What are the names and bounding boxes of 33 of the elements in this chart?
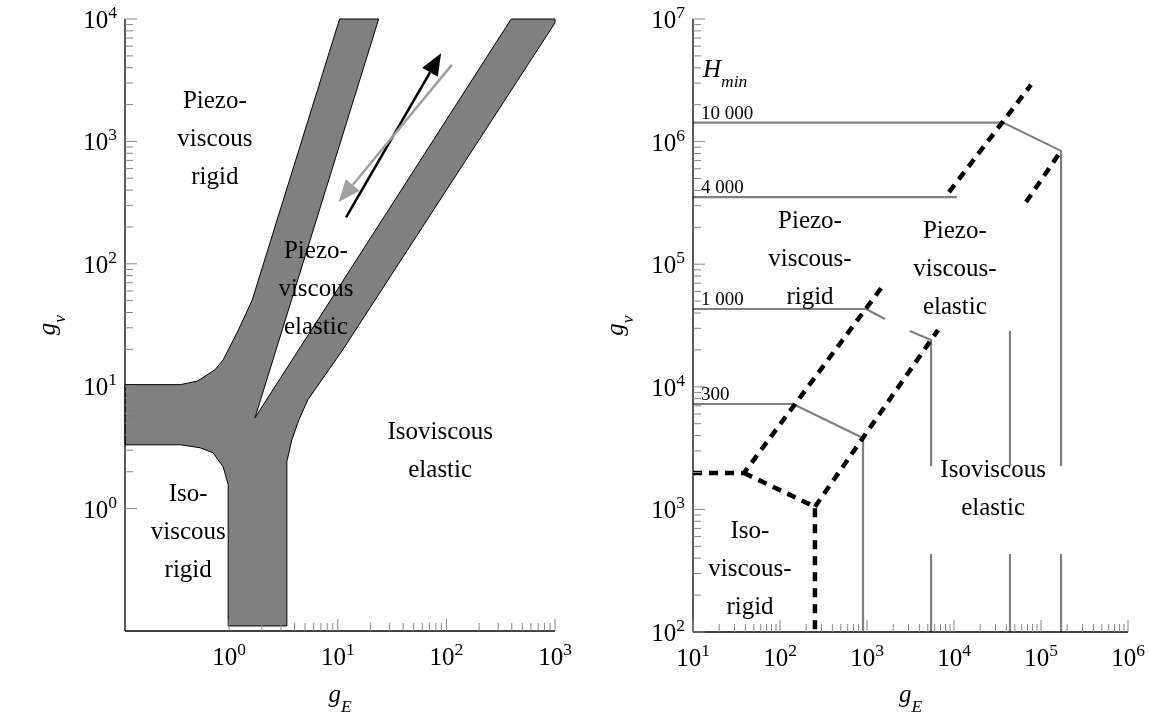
x-tick-label: 10$^{3}$	[850, 640, 885, 671]
annotation: Piezo- viscous- rigid	[768, 205, 852, 309]
x-tick-label: 10$^{6}$	[1111, 640, 1146, 671]
y-tick-label: 10$^{3}$	[651, 492, 686, 524]
x-tick-label: 10$^{2}$	[429, 639, 464, 670]
x-tick-label: 10$^{1}$	[320, 639, 355, 670]
legend-title: H$_{min}$	[702, 55, 748, 91]
y-tick-label: 10$^{5}$	[651, 247, 686, 279]
x-axis-title: g$_{E}$	[328, 680, 352, 714]
x-tick-label: 10$^{2}$	[763, 640, 797, 671]
y-tick-label: 10$^{4}$	[83, 2, 118, 33]
legend-label: 1 000	[701, 288, 744, 310]
y-tick-label: 10$^{4}$	[651, 369, 686, 401]
legend-label: 300	[701, 383, 730, 404]
annotation: Isoviscous elastic	[940, 454, 1046, 520]
annotation: Piezo- viscous- elastic	[913, 215, 997, 319]
y-tick-label: 10$^{7}$	[651, 2, 686, 33]
y-tick-label: 10$^{0}$	[83, 491, 118, 523]
x-tick-label: 10$^{4}$	[937, 640, 972, 671]
annotation: Piezo- viscous rigid	[177, 85, 253, 189]
annotation: Isoviscous elastic	[387, 417, 493, 483]
y-tick-label: 10$^{3}$	[83, 124, 118, 156]
legend-label: 10 000	[701, 101, 754, 123]
y-tick-label: 10$^{6}$	[651, 124, 686, 156]
x-tick-label: 10$^{3}$	[538, 639, 573, 670]
legend-label: 4 000	[701, 176, 744, 198]
x-tick-label: 10$^{5}$	[1024, 640, 1059, 671]
y-tick-label: 10$^{2}$	[83, 246, 117, 278]
annotation: Iso- viscous rigid	[150, 478, 226, 582]
x-axis-title: g$_{E}$	[898, 680, 923, 714]
x-tick-label: 10$^{0}$	[212, 639, 247, 670]
y-tick-label: 10$^{1}$	[83, 369, 117, 401]
annotation: Iso- viscous- rigid	[708, 515, 792, 619]
